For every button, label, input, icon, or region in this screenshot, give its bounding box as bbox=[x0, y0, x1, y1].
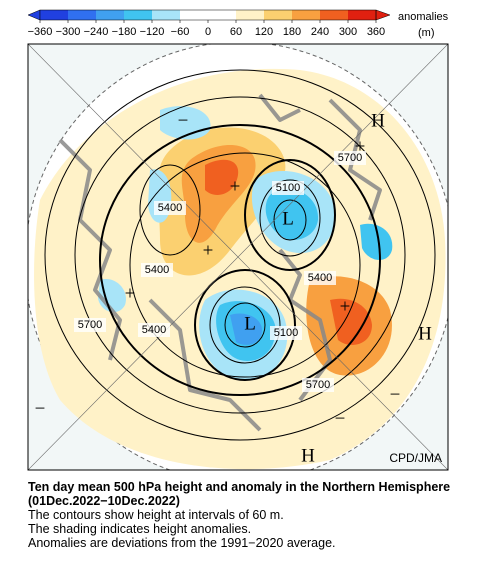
contour-label-bg bbox=[74, 318, 106, 332]
pressure-center: H bbox=[371, 110, 385, 131]
colorbar-tick-label: −300 bbox=[56, 26, 81, 38]
contour-label-bg bbox=[304, 271, 336, 285]
colorbar-tick-label: −120 bbox=[140, 26, 165, 38]
contour-label-bg bbox=[334, 151, 366, 165]
contour-label: 5100 bbox=[276, 182, 300, 194]
caption: Ten day mean 500 hPa height and anomaly … bbox=[28, 480, 468, 550]
contour-label-bg bbox=[138, 323, 170, 337]
pressure-center: L bbox=[282, 208, 294, 229]
contour-label: 5700 bbox=[306, 379, 330, 391]
contour-label-bg bbox=[270, 326, 302, 340]
caption-line: Anomalies are deviations from the 1991−2… bbox=[28, 536, 336, 550]
contour-label: 5400 bbox=[145, 264, 169, 276]
contour-label: 5400 bbox=[142, 324, 166, 336]
map: 5700 5400 5100 5400 5700 5400 5100 5400 5700 H L L H… bbox=[28, 44, 448, 470]
pressure-center: − bbox=[335, 408, 346, 429]
colorbar-tick-label: −60 bbox=[171, 26, 190, 38]
colorbar-tick-label: 60 bbox=[230, 26, 242, 38]
contour-label: 5700 bbox=[338, 152, 362, 164]
colorbar-tick-label: −240 bbox=[84, 26, 109, 38]
contour-label: 5100 bbox=[274, 327, 298, 339]
colorbar-tick-label: 360 bbox=[367, 26, 385, 38]
contour-label-bg bbox=[141, 263, 173, 277]
contour-label-bg bbox=[272, 181, 304, 195]
caption-line: The shading indicates height anomalies. bbox=[28, 522, 252, 536]
pressure-center: + bbox=[340, 296, 351, 317]
caption-line: The contours show height at intervals of… bbox=[28, 508, 284, 522]
pressure-center: + bbox=[355, 136, 366, 157]
contour-label-bg bbox=[302, 378, 334, 392]
colorbar-tick-label: 120 bbox=[255, 26, 273, 38]
colorbar-unit: (m) bbox=[418, 27, 435, 39]
contour-label: 5400 bbox=[308, 272, 332, 284]
pressure-center: − bbox=[178, 110, 189, 131]
pressure-center: − bbox=[390, 384, 401, 405]
contour-label: 5400 bbox=[158, 202, 182, 214]
caption-title: Ten day mean 500 hPa height and anomaly … bbox=[28, 480, 451, 508]
colorbar-tick-label: 0 bbox=[205, 26, 211, 38]
colorbar-tick-label: 180 bbox=[283, 26, 301, 38]
colorbar: −360 −300 −240 −180 −120 −60 0 60 120 180 240 300 36… bbox=[27, 9, 449, 39]
colorbar-tick-label: −180 bbox=[112, 26, 137, 38]
map-figure: −360 −300 −240 −180 −120 −60 0 60 120 180 240 300 36… bbox=[27, 9, 449, 471]
pressure-center: H bbox=[301, 445, 315, 466]
contour-label-bg bbox=[154, 201, 186, 215]
contour-label: 5700 bbox=[78, 319, 102, 331]
pressure-center: + bbox=[203, 240, 214, 261]
pressure-center: + bbox=[230, 176, 241, 197]
colorbar-label: anomalies bbox=[398, 11, 449, 23]
credit: CPD/JMA bbox=[389, 451, 442, 465]
pressure-center: H bbox=[418, 323, 432, 344]
colorbar-tick-label: 240 bbox=[311, 26, 329, 38]
map-frame bbox=[27, 43, 449, 471]
pressure-center: L bbox=[244, 313, 256, 334]
pressure-center: − bbox=[35, 398, 46, 419]
colorbar-tick-label: 300 bbox=[339, 26, 357, 38]
colorbar-tick-label: −360 bbox=[28, 26, 53, 38]
pressure-center: + bbox=[125, 283, 136, 304]
